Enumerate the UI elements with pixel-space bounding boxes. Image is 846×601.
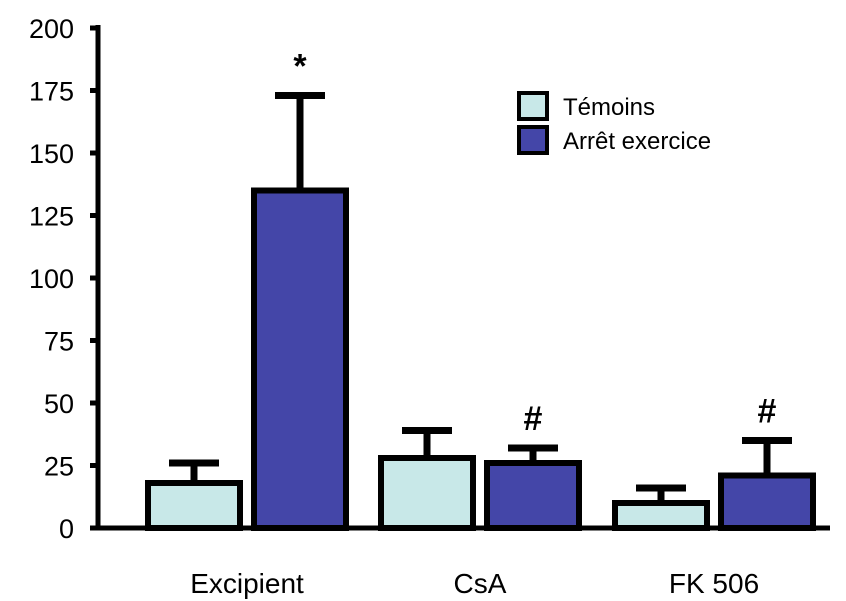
bar-témoins-fk-506	[612, 500, 710, 531]
y-tick-label: 0	[59, 514, 74, 544]
bars: * # #	[145, 48, 816, 531]
x-category-label: FK 506	[669, 568, 759, 599]
y-tick-label: 150	[29, 139, 74, 169]
bar-témoins-csa	[378, 455, 476, 531]
y-tick-label: 25	[44, 452, 74, 482]
bar-arrêt-exercice-csa	[484, 460, 582, 531]
legend: Témoins Arrêt exercice	[517, 91, 711, 155]
y-tick-label: 200	[29, 14, 74, 44]
y-tick-label: 75	[44, 327, 74, 357]
y-tick-label: 50	[44, 389, 74, 419]
y-tick-label: 125	[29, 202, 74, 232]
significance-marker: *	[293, 48, 307, 86]
legend-label: Arrêt exercice	[563, 128, 711, 155]
legend-swatch	[517, 125, 549, 155]
bar-témoins-excipient	[145, 480, 243, 531]
x-axis: Excipient CsA FK 506	[98, 525, 830, 599]
x-category-label: CsA	[454, 568, 507, 599]
bar-arrêt-exercice-excipient	[251, 187, 349, 531]
legend-label: Témoins	[563, 94, 655, 121]
significance-marker: #	[524, 400, 543, 438]
bar-arrêt-exercice-fk-506	[718, 472, 816, 531]
y-tick-label: 175	[29, 77, 74, 107]
y-tick-label: 100	[29, 264, 74, 294]
legend-swatch	[517, 91, 549, 121]
y-axis: 0 25 50 75 100 125 150 175 200	[29, 14, 101, 544]
x-category-label: Excipient	[190, 568, 304, 599]
significance-marker: #	[758, 393, 777, 431]
